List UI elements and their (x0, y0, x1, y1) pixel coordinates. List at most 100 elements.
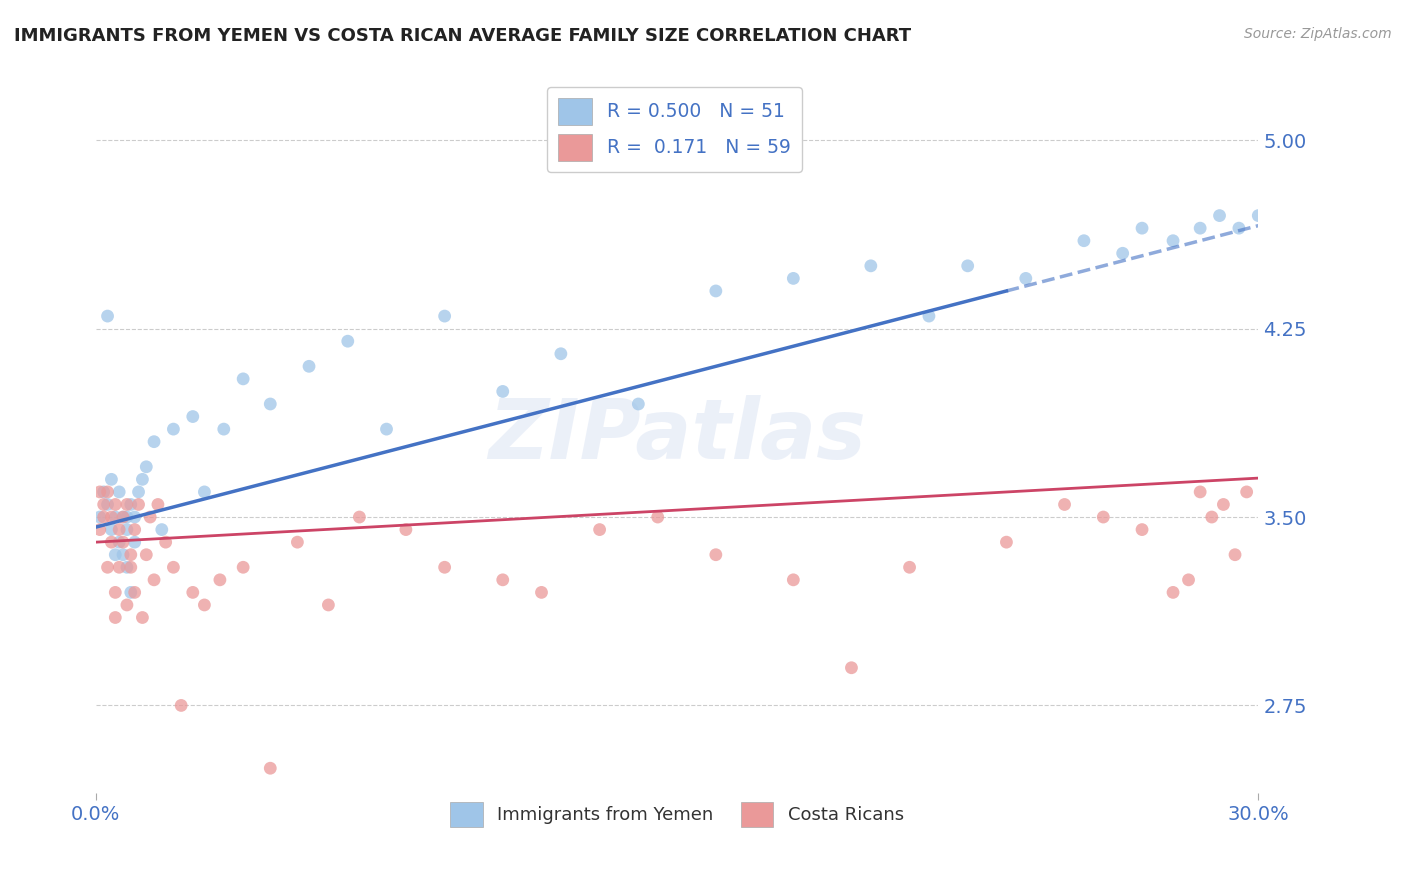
Point (120, 585, 142, 599)
Point (108, 560, 131, 574)
Point (433, 560, 456, 574)
Point (104, 585, 127, 599)
Point (336, 334, 359, 349)
Point (627, 397, 650, 411)
Point (193, 598, 215, 612)
Point (530, 585, 553, 599)
Point (492, 573, 515, 587)
Point (1212, 498, 1234, 512)
Text: ZIPatlas: ZIPatlas (488, 395, 866, 476)
Point (1208, 209, 1230, 223)
Point (89, 484, 111, 499)
Point (782, 573, 804, 587)
Point (1073, 234, 1095, 248)
Point (104, 548, 127, 562)
Point (956, 259, 979, 273)
Point (100, 535, 122, 549)
Point (395, 523, 418, 537)
Point (120, 560, 142, 574)
Point (135, 548, 157, 562)
Point (259, 761, 281, 775)
Point (181, 409, 204, 424)
Point (918, 309, 941, 323)
Point (170, 698, 193, 713)
Point (375, 422, 398, 436)
Point (131, 472, 153, 486)
Point (492, 384, 515, 399)
Point (162, 422, 184, 436)
Point (1189, 484, 1212, 499)
Point (124, 523, 146, 537)
Point (96, 309, 118, 323)
Point (782, 271, 804, 285)
Point (1227, 221, 1250, 235)
Text: Source: ZipAtlas.com: Source: ZipAtlas.com (1244, 27, 1392, 41)
Point (1015, 271, 1038, 285)
Point (128, 484, 150, 499)
Point (112, 535, 135, 549)
Point (150, 523, 173, 537)
Point (100, 510, 122, 524)
Point (104, 510, 127, 524)
Point (232, 372, 254, 386)
Point (259, 397, 281, 411)
Point (115, 598, 138, 612)
Point (704, 284, 727, 298)
Point (100, 472, 122, 486)
Point (155, 535, 177, 549)
Point (120, 548, 142, 562)
Point (898, 560, 921, 574)
Point (112, 510, 135, 524)
Point (318, 598, 340, 612)
Point (146, 498, 169, 512)
Point (104, 498, 127, 512)
Point (143, 573, 166, 587)
Point (841, 661, 863, 675)
Point (124, 535, 146, 549)
Point (1053, 498, 1076, 512)
Point (1130, 221, 1153, 235)
Point (128, 498, 150, 512)
Point (115, 560, 138, 574)
Point (704, 548, 727, 562)
Point (433, 309, 456, 323)
Point (89, 510, 111, 524)
Point (112, 510, 135, 524)
Point (124, 585, 146, 599)
Point (120, 498, 142, 512)
Point (93, 510, 115, 524)
Point (1161, 234, 1184, 248)
Point (93, 484, 115, 499)
Point (212, 422, 235, 436)
Point (139, 510, 162, 524)
Point (287, 535, 309, 549)
Point (124, 510, 146, 524)
Point (232, 560, 254, 574)
Point (96, 484, 118, 499)
Point (1247, 209, 1270, 223)
Point (1111, 246, 1133, 260)
Point (1223, 548, 1246, 562)
Point (349, 510, 371, 524)
Point (647, 510, 669, 524)
Text: IMMIGRANTS FROM YEMEN VS COSTA RICAN AVERAGE FAMILY SIZE CORRELATION CHART: IMMIGRANTS FROM YEMEN VS COSTA RICAN AVE… (14, 27, 911, 45)
Point (100, 523, 122, 537)
Point (208, 573, 231, 587)
Point (181, 585, 204, 599)
Point (550, 347, 572, 361)
Point (112, 548, 135, 562)
Point (1130, 523, 1153, 537)
Point (104, 610, 127, 624)
Point (115, 510, 138, 524)
Point (96, 498, 118, 512)
Point (162, 560, 184, 574)
Point (115, 523, 138, 537)
Point (298, 359, 321, 374)
Point (135, 459, 157, 474)
Point (143, 434, 166, 449)
Point (1092, 510, 1115, 524)
Point (1201, 510, 1223, 524)
Point (96, 560, 118, 574)
Legend: Immigrants from Yemen, Costa Ricans: Immigrants from Yemen, Costa Ricans (443, 795, 911, 834)
Point (995, 535, 1018, 549)
